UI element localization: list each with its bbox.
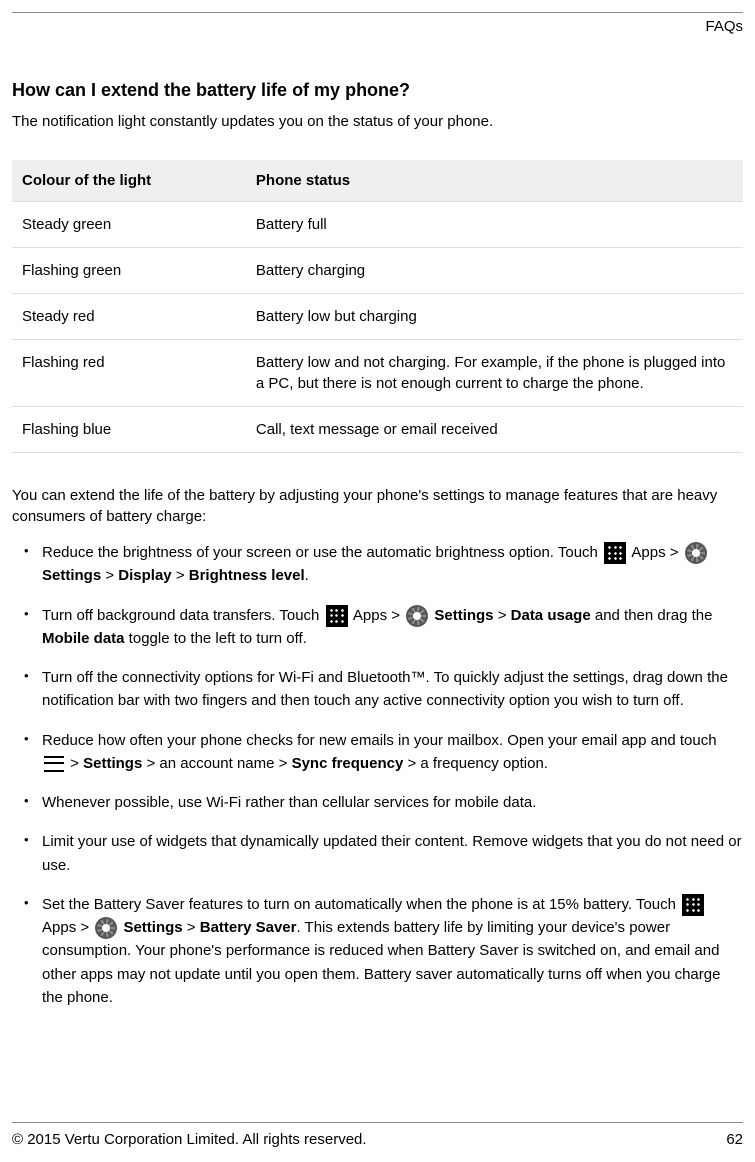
col-header-colour: Colour of the light xyxy=(12,160,246,202)
cell-status: Battery full xyxy=(246,202,743,248)
table-row: Flashing greenBattery charging xyxy=(12,248,743,294)
apps-icon xyxy=(604,542,626,564)
table-row: Steady redBattery low but charging xyxy=(12,294,743,340)
settings-label: Settings xyxy=(83,755,142,772)
settings-label: Settings xyxy=(42,567,101,584)
settings-icon xyxy=(406,605,428,627)
text: > xyxy=(172,567,189,584)
cell-colour: Steady green xyxy=(12,202,246,248)
text: . xyxy=(305,567,309,584)
brightness-label: Brightness level xyxy=(189,567,305,584)
text: > xyxy=(66,755,83,772)
text: Reduce the brightness of your screen or … xyxy=(42,544,602,561)
page-footer: © 2015 Vertu Corporation Limited. All ri… xyxy=(12,1122,743,1148)
settings-label: Settings xyxy=(430,607,493,624)
text: and then drag the xyxy=(591,607,713,624)
intro-text: The notification light constantly update… xyxy=(12,111,743,132)
settings-icon xyxy=(685,542,707,564)
list-item: Turn off background data transfers. Touc… xyxy=(42,604,743,651)
settings-icon xyxy=(95,917,117,939)
section-label: FAQs xyxy=(705,18,743,35)
text: toggle to the left to turn off. xyxy=(125,630,307,647)
battery-saver-label: Battery Saver xyxy=(200,919,297,936)
list-item: Reduce how often your phone checks for n… xyxy=(42,729,743,776)
list-item: Limit your use of widgets that dynamical… xyxy=(42,830,743,877)
cell-colour: Steady red xyxy=(12,294,246,340)
page-number: 62 xyxy=(726,1131,743,1148)
cell-status: Battery low but charging xyxy=(246,294,743,340)
list-item: Whenever possible, use Wi-Fi rather than… xyxy=(42,791,743,814)
mobile-data-label: Mobile data xyxy=(42,630,125,647)
tips-list: Reduce the brightness of your screen or … xyxy=(12,541,743,1009)
text: > xyxy=(183,919,200,936)
status-table: Colour of the light Phone status Steady … xyxy=(12,160,743,453)
copyright-text: © 2015 Vertu Corporation Limited. All ri… xyxy=(12,1131,367,1148)
menu-icon xyxy=(44,756,64,772)
cell-colour: Flashing green xyxy=(12,248,246,294)
data-usage-label: Data usage xyxy=(511,607,591,624)
text: Apps > xyxy=(350,607,405,624)
table-row: Flashing redBattery low and not charging… xyxy=(12,340,743,407)
body-intro: You can extend the life of the battery b… xyxy=(12,485,743,527)
list-item: Reduce the brightness of your screen or … xyxy=(42,541,743,588)
display-label: Display xyxy=(118,567,171,584)
cell-status: Battery charging xyxy=(246,248,743,294)
table-header-row: Colour of the light Phone status xyxy=(12,160,743,202)
cell-colour: Flashing red xyxy=(12,340,246,407)
apps-icon xyxy=(682,894,704,916)
text: Set the Battery Saver features to turn o… xyxy=(42,896,680,913)
table-row: Flashing blueCall, text message or email… xyxy=(12,407,743,453)
settings-label: Settings xyxy=(119,919,182,936)
text: > xyxy=(494,607,511,624)
list-item: Set the Battery Saver features to turn o… xyxy=(42,893,743,1009)
text: Turn off background data transfers. Touc… xyxy=(42,607,324,624)
sync-label: Sync frequency xyxy=(292,755,404,772)
text: Apps > xyxy=(628,544,683,561)
text: Reduce how often your phone checks for n… xyxy=(42,732,717,749)
col-header-status: Phone status xyxy=(246,160,743,202)
text: > an account name > xyxy=(142,755,291,772)
list-item: Turn off the connectivity options for Wi… xyxy=(42,666,743,713)
cell-status: Call, text message or email received xyxy=(246,407,743,453)
apps-icon xyxy=(326,605,348,627)
cell-status: Battery low and not charging. For exampl… xyxy=(246,340,743,407)
table-row: Steady greenBattery full xyxy=(12,202,743,248)
text: > a frequency option. xyxy=(403,755,548,772)
text: Apps > xyxy=(42,919,93,936)
page-title: How can I extend the battery life of my … xyxy=(12,80,743,101)
text: > xyxy=(101,567,118,584)
page-header: FAQs xyxy=(12,12,743,35)
cell-colour: Flashing blue xyxy=(12,407,246,453)
